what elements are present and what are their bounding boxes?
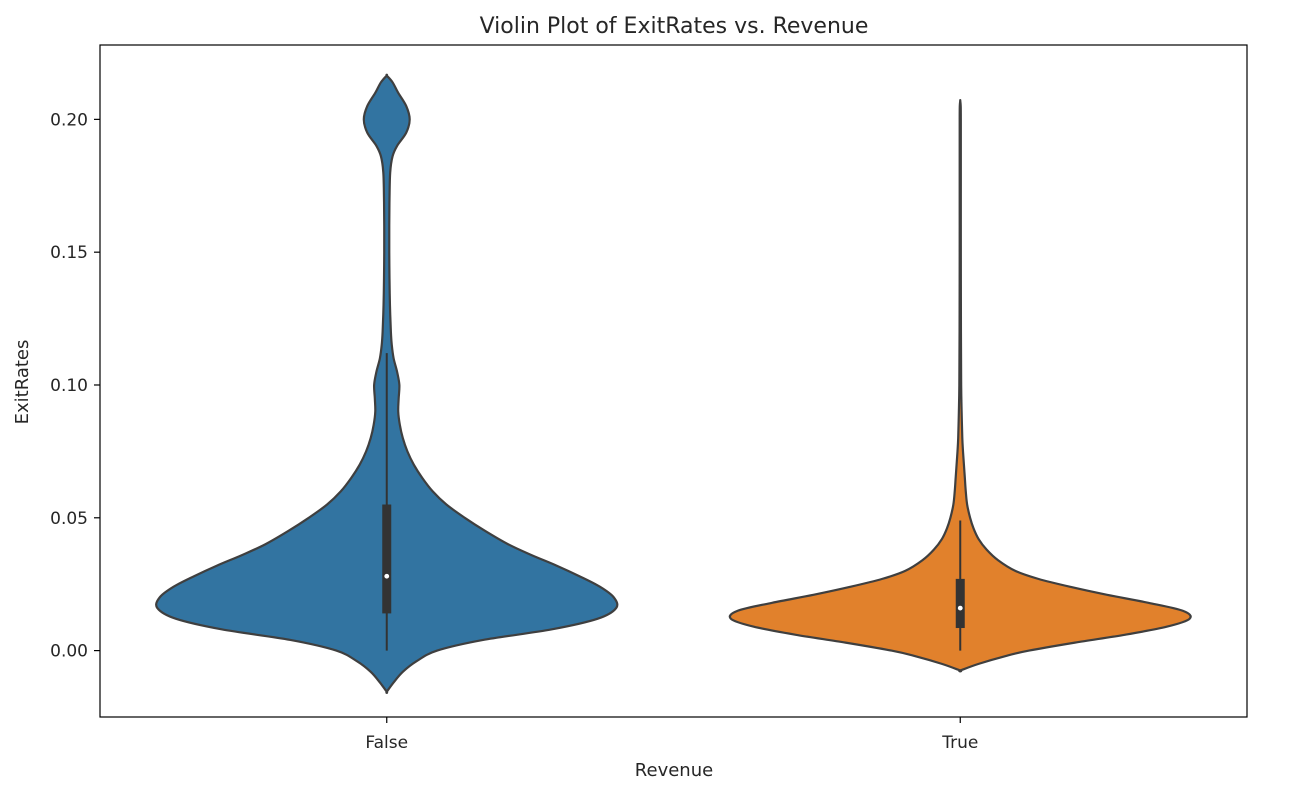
x-tick-label: True [941,733,978,753]
median-marker [384,573,390,579]
y-tick-label: 0.00 [50,642,88,662]
x-axis-label: Revenue [635,760,713,781]
y-tick-label: 0.05 [50,509,88,529]
x-axis: False True [365,717,978,753]
y-tick-label: 0.20 [50,110,88,130]
y-axis-label: ExitRates [12,340,33,425]
chart-title: Violin Plot of ExitRates vs. Revenue [480,14,869,39]
iqr-box [955,578,965,629]
violin-body-true [728,99,1192,673]
y-tick-label: 0.15 [50,243,88,263]
median-marker [957,605,963,611]
y-tick-label: 0.10 [50,376,88,396]
violins-layer [155,73,1192,695]
x-tick-label: False [365,733,408,753]
y-axis: 0.00 0.05 0.10 0.15 0.20 [50,110,100,662]
iqr-box [382,504,392,614]
plot-frame [99,44,1248,718]
